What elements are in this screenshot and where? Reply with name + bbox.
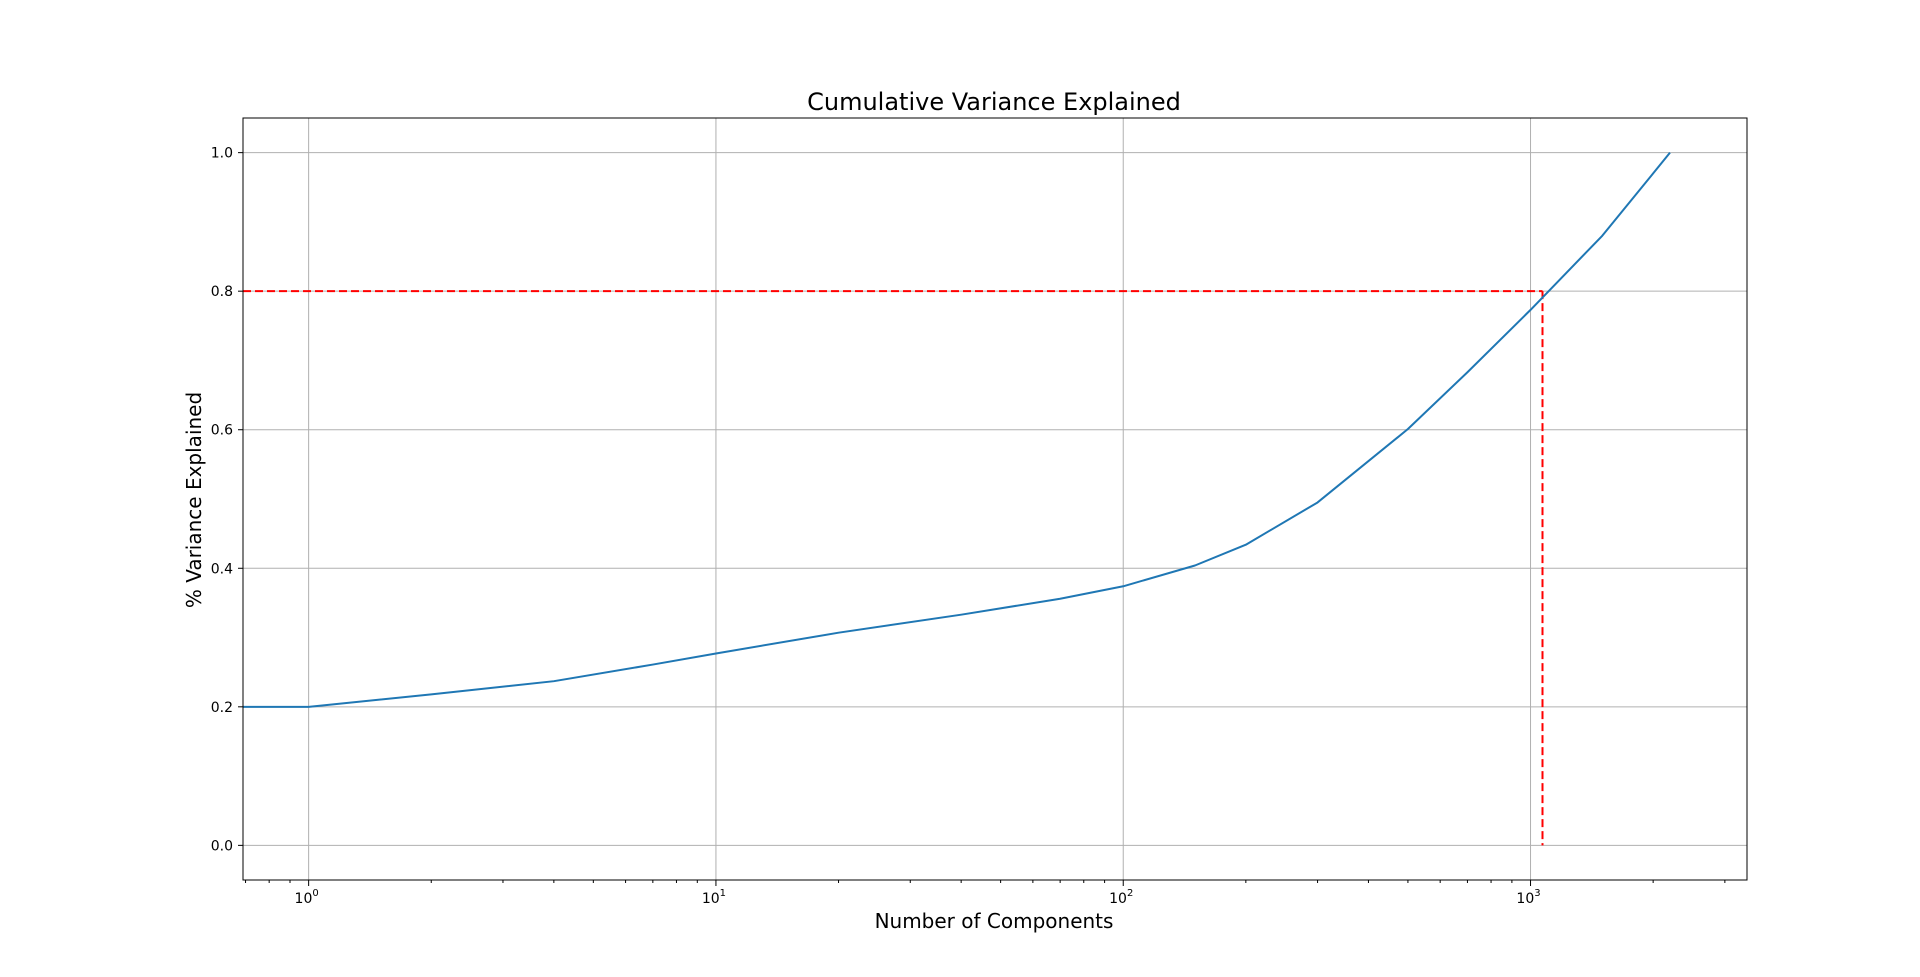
y-tick-label: 0.2	[211, 700, 233, 716]
y-tick-label: 0.8	[211, 284, 233, 300]
x-tick-base: 10	[1516, 891, 1534, 907]
x-tick-label: 103	[1516, 888, 1540, 907]
x-tick-exponent: 0	[312, 888, 318, 899]
x-tick-base: 10	[1109, 891, 1127, 907]
x-tick-exponent: 1	[720, 888, 726, 899]
axis-ticks	[238, 152, 1726, 886]
x-tick-exponent: 3	[1534, 888, 1540, 899]
x-tick-label: 102	[1109, 888, 1133, 907]
x-tick-label: 101	[702, 888, 726, 907]
threshold-lines	[243, 290, 1544, 846]
plot-frame	[242, 117, 1748, 881]
x-tick-exponent: 2	[1127, 888, 1133, 899]
y-tick-label: 0.6	[211, 423, 233, 439]
y-axis-label: % Variance Explained	[182, 392, 206, 608]
x-tick-base: 10	[702, 891, 720, 907]
chart-title: Cumulative Variance Explained	[807, 88, 1181, 116]
x-axis-label: Number of Components	[875, 909, 1114, 933]
series-line-0	[243, 152, 1671, 708]
y-tick-label: 1.0	[211, 146, 233, 162]
y-tick-label: 0.4	[211, 561, 233, 577]
y-tick-label: 0.0	[211, 838, 233, 854]
x-tick-base: 10	[295, 891, 313, 907]
x-tick-label: 100	[295, 888, 319, 907]
series-lines	[243, 152, 1671, 708]
